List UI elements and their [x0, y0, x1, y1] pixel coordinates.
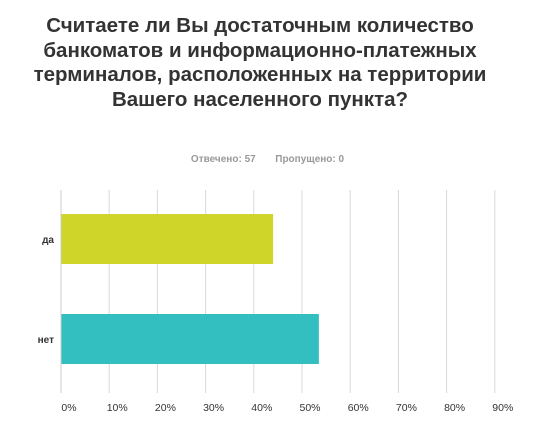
category-label: нет [38, 335, 54, 346]
response-stats: Отвечено: 57 Пропущено: 0 [0, 154, 535, 165]
answered-value: 57 [244, 154, 256, 165]
x-tick-label: 30% [203, 402, 224, 414]
x-tick-label: 0% [61, 402, 76, 414]
bar-yes [61, 214, 274, 264]
x-tick-label: 40% [251, 402, 272, 414]
skipped-value: 0 [338, 154, 345, 165]
x-tick-label: 10% [107, 402, 128, 414]
bar-no [61, 314, 319, 364]
x-tick-label: 80% [444, 402, 465, 414]
x-tick-label: 50% [299, 402, 320, 414]
x-tick-label: 60% [348, 402, 369, 414]
x-tick-label: 90% [492, 402, 513, 414]
question-title: Считаете ли Вы достаточным количество ба… [33, 14, 487, 111]
category-label: да [42, 235, 54, 246]
x-tick-label: 70% [396, 402, 417, 414]
answered-label: Отвечено: [190, 154, 242, 165]
skipped-label: Пропущено: [275, 154, 336, 165]
x-tick-label: 20% [155, 402, 176, 414]
